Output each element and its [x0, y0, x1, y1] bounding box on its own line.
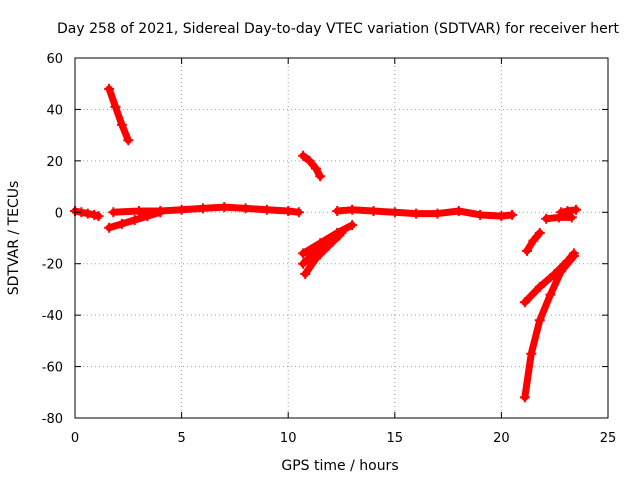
data-marks [70, 83, 582, 403]
data-point [332, 206, 343, 216]
data-point [534, 227, 545, 238]
data-point [334, 230, 345, 241]
series-trace [521, 252, 578, 401]
data-series-13 [541, 212, 577, 224]
y-tick-label: 40 [46, 103, 63, 118]
data-point [82, 208, 93, 219]
data-point [389, 207, 400, 218]
data-point [219, 202, 230, 213]
data-point [534, 281, 545, 292]
y-tick-label: -40 [42, 309, 63, 324]
data-point [521, 245, 532, 256]
data-point [104, 83, 115, 94]
data-point [197, 203, 208, 214]
data-point [556, 207, 567, 218]
x-tick-label: 10 [280, 431, 297, 446]
data-point [453, 206, 464, 216]
data-point [411, 208, 422, 219]
data-point [347, 220, 358, 231]
series-trace [105, 85, 132, 144]
data-point [304, 155, 315, 166]
data-series-12 [519, 251, 579, 403]
data-point [300, 269, 311, 279]
y-tick-label: 0 [55, 206, 63, 221]
data-point [347, 204, 358, 215]
data-point [116, 218, 127, 229]
data-point [526, 348, 537, 359]
data-series-5 [298, 150, 326, 182]
series-trace [333, 206, 516, 220]
data-point [432, 208, 443, 219]
data-point [475, 209, 486, 220]
y-axis-ticks: -80 -60 -40 -20 0 20 40 60 [42, 52, 608, 427]
y-tick-label: -60 [42, 361, 63, 376]
series-trace [109, 203, 303, 216]
y-tick-label: 60 [46, 52, 63, 67]
data-point [283, 206, 294, 216]
data-point [133, 206, 144, 216]
data-point [298, 258, 309, 269]
data-point [176, 204, 187, 215]
data-point [110, 101, 121, 112]
data-point [240, 203, 251, 214]
data-point [545, 289, 556, 300]
data-point [93, 211, 104, 222]
x-tick-label: 5 [177, 431, 185, 446]
data-point [293, 207, 304, 218]
y-tick-label: -80 [42, 412, 63, 427]
data-series-8 [300, 230, 345, 279]
x-tick-label: 15 [387, 431, 404, 446]
data-series-14 [556, 204, 582, 218]
data-point [562, 206, 573, 216]
data-point [298, 150, 309, 161]
plot-frame [74, 57, 609, 419]
data-point [116, 119, 127, 130]
data-series-9 [332, 204, 518, 222]
x-tick-label: 0 [71, 431, 79, 446]
data-point [566, 212, 577, 223]
x-axis-ticks: 0 5 10 15 20 25 [71, 58, 616, 446]
data-point [507, 209, 518, 220]
data-point [541, 213, 552, 224]
data-series-2 [104, 83, 134, 146]
data-point [129, 215, 140, 225]
y-tick-label: 20 [46, 155, 63, 170]
data-point [556, 266, 567, 277]
data-point [108, 207, 119, 218]
x-tick-label: 25 [600, 431, 617, 446]
x-axis-title: GPS time / hours [281, 458, 398, 474]
data-point [310, 253, 321, 264]
data-point [496, 211, 507, 222]
data-point [104, 222, 115, 233]
data-point [315, 171, 326, 182]
series-trace [301, 231, 343, 278]
data-point [261, 204, 272, 215]
data-point [568, 251, 579, 261]
data-point [519, 297, 530, 308]
data-point [155, 206, 166, 216]
y-axis-title: SDTVAR / TECUs [6, 181, 22, 296]
series-trace [299, 152, 324, 180]
data-point [368, 206, 379, 216]
data-point [571, 204, 582, 215]
data-point [323, 240, 334, 251]
data-point [298, 248, 309, 259]
data-point [528, 235, 539, 246]
data-point [534, 315, 545, 326]
data-point [123, 135, 134, 146]
data-series-4 [108, 202, 304, 218]
chart-title: Day 258 of 2021, Sidereal Day-to-day VTE… [57, 21, 619, 37]
data-point [519, 392, 530, 403]
data-point [310, 163, 321, 174]
data-series-10 [521, 227, 545, 256]
x-tick-label: 20 [493, 431, 510, 446]
y-tick-label: -20 [42, 258, 63, 273]
